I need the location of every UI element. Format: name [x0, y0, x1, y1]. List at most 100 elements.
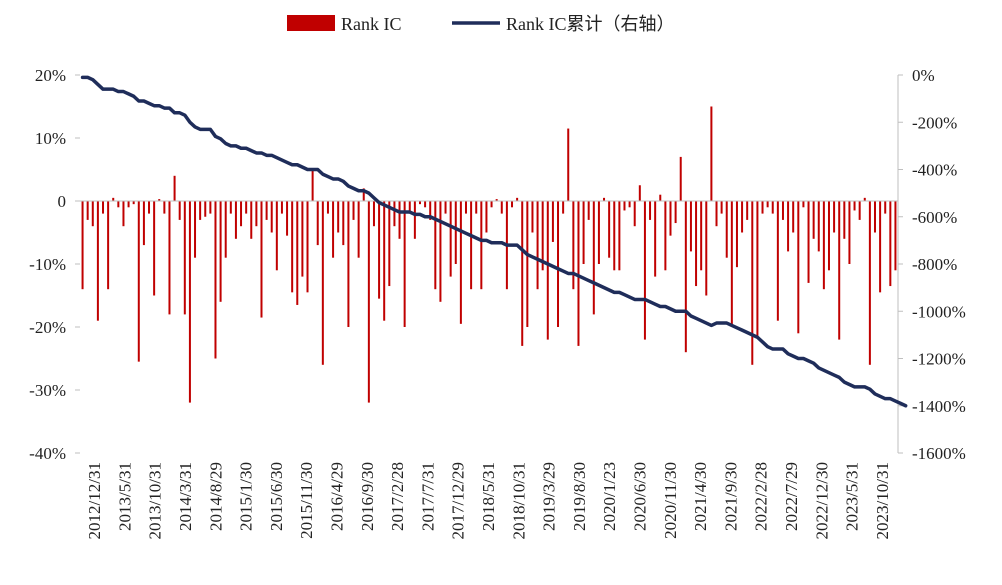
- x-tick-label: 2023/10/31: [873, 462, 892, 539]
- x-tick-label: 2015/6/30: [267, 462, 286, 531]
- rank-ic-bar: [362, 188, 365, 201]
- rank-ic-bar: [776, 201, 779, 321]
- rank-ic-bar: [720, 201, 723, 214]
- rank-ic-bar: [194, 201, 197, 258]
- rank-ic-bar: [388, 201, 391, 287]
- rank-ic-bar: [153, 201, 156, 296]
- x-axis: 2012/12/31 2013/5/31 2013/10/31 2014/3/31 20…: [85, 462, 892, 539]
- cumulative-line-path: [80, 75, 908, 408]
- rank-ic-bar: [173, 175, 176, 201]
- rank-ic-bar: [725, 201, 728, 258]
- rank-ic-bar: [827, 201, 830, 271]
- x-tick-label: 2012/12/31: [85, 462, 104, 539]
- rank-ic-bar: [347, 201, 350, 327]
- rank-ic-bar: [761, 201, 764, 214]
- right-tick-label: -400%: [912, 161, 957, 180]
- rank-ic-bar: [204, 201, 207, 217]
- rank-ic-bar: [199, 201, 202, 220]
- rank-ic-bar: [459, 201, 462, 324]
- rank-ic-bar: [418, 201, 421, 205]
- x-tick-label: 2020/11/30: [661, 462, 680, 539]
- rank-ic-bar: [96, 201, 99, 321]
- rank-ic-bar: [127, 201, 130, 208]
- x-tick-label: 2017/12/29: [449, 462, 468, 539]
- legend: Rank IC Rank IC累计（右轴）: [287, 14, 675, 34]
- rank-ic-bar: [275, 201, 278, 271]
- rank-ic-bar: [337, 201, 340, 233]
- rank-ic-bar: [260, 201, 263, 318]
- rank-ic-bar: [117, 201, 120, 208]
- rank-ic-bar: [649, 201, 652, 220]
- rank-ic-bar: [572, 201, 575, 290]
- left-tick-label: 0: [58, 192, 67, 211]
- x-tick-label: 2020/6/30: [630, 462, 649, 531]
- rank-ic-bar: [148, 201, 151, 214]
- rank-ic-bar: [326, 201, 329, 214]
- rank-ic-bar: [245, 201, 248, 214]
- rank-ic-bar: [511, 201, 514, 208]
- rank-ic-bar: [163, 201, 166, 214]
- rank-ic-bar: [659, 194, 662, 201]
- right-y-axis: 0% -200% -400% -600% -800% -1000% -1200% -1400%…: [897, 66, 966, 463]
- rank-ic-bar: [695, 201, 698, 287]
- x-tick-label: 2015/11/30: [297, 462, 316, 539]
- cumulative-line: [80, 75, 908, 408]
- x-tick-label: 2021/9/30: [721, 462, 740, 531]
- legend-swatch-rank-ic: [287, 15, 335, 31]
- rank-ic-bar: [618, 201, 621, 271]
- rank-ic-bar: [608, 201, 611, 258]
- rank-ic-bar: [255, 201, 258, 227]
- rank-ic-bar: [597, 201, 600, 264]
- left-y-axis: 20% 10% 0 -10% -20% -30% -40%: [29, 66, 80, 463]
- rank-ic-bar: [613, 201, 616, 271]
- rank-ic-bars: [81, 106, 897, 403]
- rank-ic-bar: [81, 201, 84, 290]
- x-tick-label: 2022/2/28: [752, 462, 771, 531]
- x-tick-label: 2018/5/31: [479, 462, 498, 531]
- rank-ic-bar: [884, 201, 887, 214]
- rank-ic-bar: [802, 201, 805, 208]
- rank-ic-bar: [541, 201, 544, 271]
- rank-ic-bar: [214, 201, 217, 359]
- rank-ic-bar: [122, 201, 125, 227]
- rank-ic-bar: [311, 169, 314, 201]
- right-tick-label: -1000%: [912, 302, 966, 321]
- rank-ic-bar: [449, 201, 452, 277]
- rank-ic-bar: [710, 106, 713, 201]
- rank-ic-bar: [286, 201, 289, 236]
- x-tick-label: 2013/5/31: [115, 462, 134, 531]
- x-tick-label: 2019/8/30: [570, 462, 589, 531]
- rank-ic-bar: [86, 201, 89, 220]
- rank-ic-bar: [715, 201, 718, 227]
- rank-ic-bar: [730, 201, 733, 327]
- rank-ic-bar: [582, 201, 585, 264]
- x-tick-label: 2014/8/29: [206, 462, 225, 531]
- legend-label-rank-ic: Rank IC: [341, 14, 402, 34]
- x-tick-label: 2021/4/30: [691, 462, 710, 531]
- rank-ic-bar: [562, 201, 565, 214]
- rank-ic-bar: [183, 201, 186, 315]
- left-tick-label: -40%: [29, 444, 66, 463]
- x-tick-label: 2020/1/23: [600, 462, 619, 531]
- rank-ic-bar: [490, 201, 493, 208]
- legend-label-cumulative: Rank IC累计（右轴）: [506, 14, 675, 34]
- left-tick-label: 10%: [35, 129, 66, 148]
- rank-ic-bar: [587, 201, 590, 220]
- rank-ic-bar: [669, 201, 672, 236]
- rank-ic-bar: [746, 201, 749, 220]
- rank-ic-bar: [107, 201, 110, 290]
- rank-ic-bar: [812, 201, 815, 239]
- x-tick-label: 2013/10/31: [146, 462, 165, 539]
- rank-ic-bar: [495, 199, 498, 201]
- x-tick-label: 2015/1/30: [237, 462, 256, 531]
- rank-ic-bar: [822, 201, 825, 290]
- rank-ic-bar: [342, 201, 345, 246]
- rank-ic-bar: [741, 201, 744, 233]
- rank-ic-bar: [168, 201, 171, 315]
- rank-ic-bar: [526, 201, 529, 327]
- rank-ic-bar: [833, 201, 836, 233]
- rank-ic-bar: [291, 201, 294, 293]
- rank-ic-bar: [367, 201, 370, 403]
- rank-ic-bar: [316, 201, 319, 246]
- rank-ic-bar: [643, 201, 646, 340]
